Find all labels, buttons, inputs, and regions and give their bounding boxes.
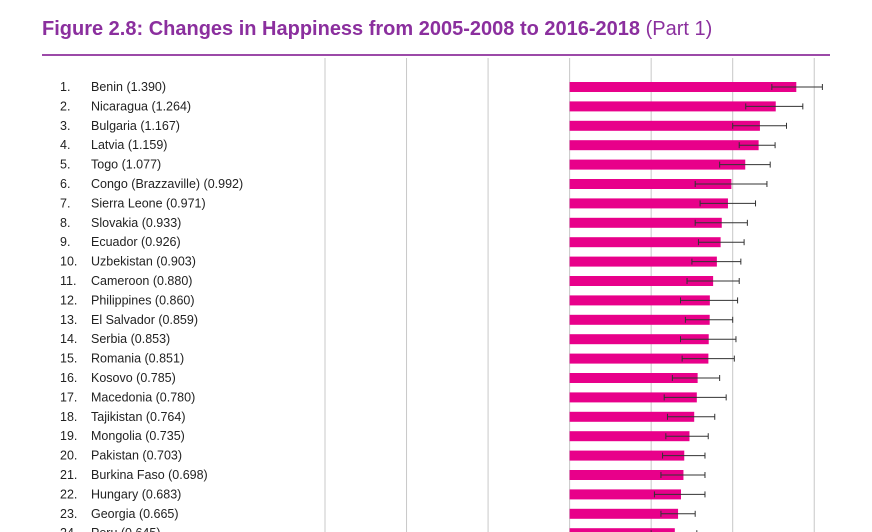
- bar-6: [569, 179, 732, 189]
- rank-label-15: 15.: [60, 352, 77, 366]
- country-label-4: Latvia (1.159): [91, 138, 167, 152]
- country-label-7: Sierra Leone (0.971): [91, 196, 206, 210]
- title-underline: [42, 54, 830, 56]
- error-bars: [650, 84, 823, 532]
- country-label-10: Uzbekistan (0.903): [91, 255, 196, 269]
- country-label-2: Nicaragua (1.264): [91, 99, 191, 113]
- country-label-12: Philippines (0.860): [91, 293, 195, 307]
- bar-24: [569, 528, 675, 532]
- bar-14: [569, 334, 709, 345]
- rank-label-9: 9.: [60, 235, 70, 249]
- country-label-13: El Salvador (0.859): [91, 313, 198, 327]
- country-label-17: Macedonia (0.780): [91, 390, 195, 404]
- bar-13: [569, 314, 710, 325]
- country-label-11: Cameroon (0.880): [91, 274, 192, 288]
- rank-label-3: 3.: [60, 119, 70, 133]
- figure-title-main: Figure 2.8: Changes in Happiness from 20…: [42, 18, 641, 40]
- bar-4: [569, 140, 759, 151]
- bar-21: [569, 470, 684, 480]
- country-label-15: Romania (0.851): [91, 352, 184, 366]
- bar-5: [569, 159, 746, 170]
- rank-label-7: 7.: [60, 196, 70, 210]
- rank-label-19: 19.: [60, 429, 77, 443]
- figure-title: Figure 2.8: Changes in Happiness from 20…: [42, 18, 712, 41]
- bar-3: [569, 120, 760, 131]
- bar-19: [569, 431, 690, 442]
- bar-22: [569, 489, 681, 500]
- country-label-20: Pakistan (0.703): [91, 449, 182, 463]
- bar-11: [569, 276, 714, 286]
- country-label-24: Peru (0.645): [91, 526, 160, 532]
- rank-label-2: 2.: [60, 99, 70, 113]
- bar-10: [569, 256, 717, 267]
- rank-label-17: 17.: [60, 390, 77, 404]
- country-label-5: Togo (1.077): [91, 158, 161, 172]
- bar-12: [569, 295, 710, 306]
- country-label-19: Mongolia (0.735): [91, 429, 185, 443]
- country-label-18: Tajikistan (0.764): [91, 410, 186, 424]
- country-label-16: Kosovo (0.785): [91, 371, 176, 385]
- rank-label-1: 1.: [60, 80, 70, 94]
- rank-label-11: 11.: [60, 274, 76, 288]
- bar-17: [569, 392, 697, 403]
- country-label-23: Georgia (0.665): [91, 507, 179, 521]
- rank-label-22: 22.: [60, 487, 77, 501]
- bars: [569, 82, 797, 532]
- country-label-3: Bulgaria (1.167): [91, 119, 180, 133]
- rank-label-23: 23.: [60, 507, 77, 521]
- rank-label-20: 20.: [60, 449, 77, 463]
- country-labels: 1. Benin (1.390) 2. Nicaragua (1.264) 3. Bulg…: [60, 80, 243, 532]
- rank-label-5: 5.: [60, 158, 70, 172]
- rank-label-13: 13.: [60, 313, 77, 327]
- bar-18: [569, 411, 695, 422]
- country-label-8: Slovakia (0.933): [91, 216, 181, 230]
- bar-1: [569, 82, 797, 92]
- bar-8: [569, 217, 722, 228]
- rank-label-8: 8.: [60, 216, 70, 230]
- bar-23: [569, 508, 679, 519]
- figure-subtitle: (Part 1): [645, 18, 713, 40]
- rank-label-12: 12.: [60, 293, 77, 307]
- bar-20: [569, 450, 685, 461]
- rank-label-14: 14.: [60, 332, 77, 346]
- country-label-1: Benin (1.390): [91, 80, 166, 94]
- country-label-6: Congo (Brazzaville) (0.992): [91, 177, 243, 191]
- bar-9: [569, 237, 721, 248]
- country-label-21: Burkina Faso (0.698): [91, 468, 208, 482]
- rank-label-18: 18.: [60, 410, 77, 424]
- bar-7: [569, 198, 728, 209]
- rank-label-4: 4.: [60, 138, 70, 152]
- rank-label-6: 6.: [60, 177, 70, 191]
- rank-label-24: 24.: [60, 526, 77, 532]
- bar-16: [569, 373, 698, 383]
- bar-15: [569, 353, 709, 364]
- rank-label-16: 16.: [60, 371, 77, 385]
- country-label-9: Ecuador (0.926): [91, 235, 181, 249]
- country-label-14: Serbia (0.853): [91, 332, 170, 346]
- rank-label-21: 21.: [60, 468, 77, 482]
- country-label-22: Hungary (0.683): [91, 487, 181, 501]
- rank-label-10: 10.: [60, 255, 77, 269]
- bar-2: [569, 101, 776, 112]
